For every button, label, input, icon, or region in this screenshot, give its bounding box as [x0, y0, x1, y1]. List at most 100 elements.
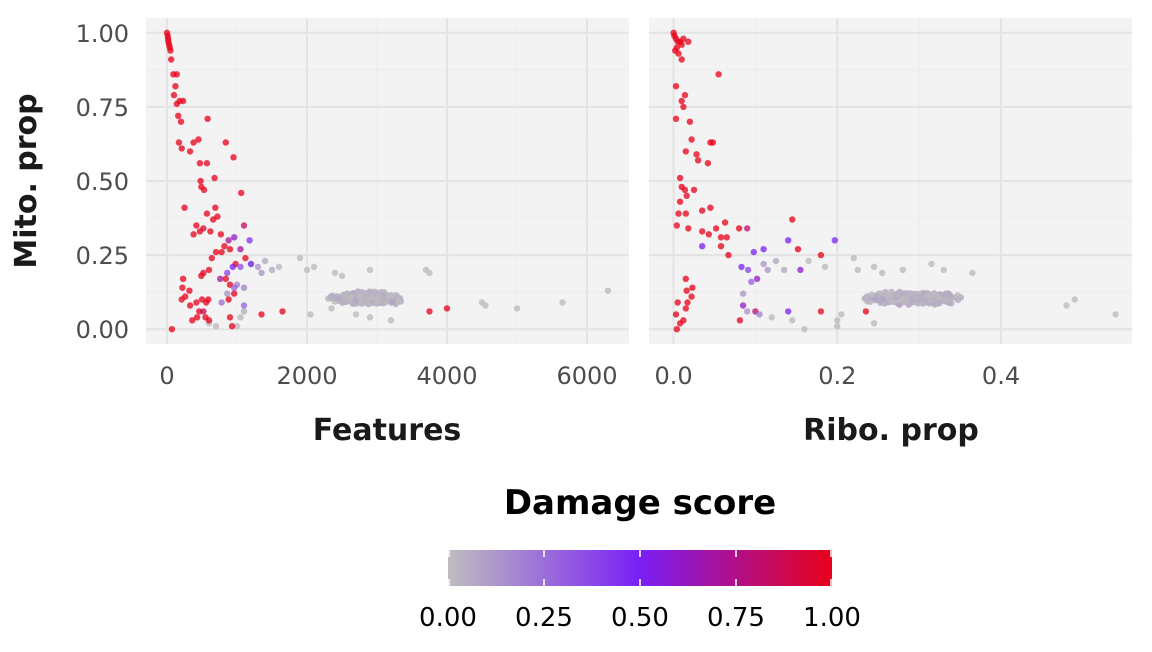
data-point	[744, 308, 751, 315]
y-tick-label: 1.00	[76, 20, 129, 48]
data-point	[681, 91, 689, 99]
data-point	[699, 243, 706, 250]
data-point	[218, 248, 225, 256]
data-point	[760, 260, 767, 268]
data-point	[231, 234, 238, 241]
data-point	[204, 115, 211, 123]
data-point	[426, 269, 433, 277]
legend-tick-label: 1.00	[803, 603, 861, 633]
data-point	[682, 210, 689, 217]
data-point	[212, 323, 220, 330]
data-point	[356, 293, 363, 300]
data-point	[750, 248, 757, 256]
data-point	[678, 41, 685, 48]
data-point	[899, 266, 906, 274]
data-point	[935, 294, 942, 301]
data-point	[913, 293, 921, 300]
data-point	[200, 225, 207, 232]
data-point	[222, 139, 229, 146]
data-point	[170, 91, 178, 99]
data-point	[193, 314, 201, 321]
data-point	[834, 323, 841, 330]
data-point	[672, 115, 680, 123]
x-axis-title: Ribo. prop	[803, 413, 979, 448]
data-point	[680, 35, 687, 42]
data-point	[854, 266, 861, 274]
data-point	[683, 287, 690, 294]
data-point	[328, 293, 335, 300]
data-point	[233, 323, 241, 330]
data-point	[190, 231, 197, 238]
data-point	[739, 290, 747, 297]
data-point	[208, 254, 215, 262]
data-point	[872, 296, 880, 303]
data-point	[684, 299, 691, 306]
panel-ribo-prop: 0.0 0.2 0.4 Ribo. prop	[649, 18, 1132, 448]
data-point	[296, 254, 304, 262]
data-point	[177, 118, 185, 125]
legend-tick-label: 0.75	[707, 603, 765, 633]
data-point	[863, 295, 870, 302]
data-point	[211, 174, 218, 182]
data-point	[685, 225, 692, 232]
data-point	[604, 287, 612, 294]
data-point	[676, 174, 684, 182]
data-point	[240, 302, 248, 309]
x-axis-ticks: 0.0 0.2 0.4	[654, 362, 1020, 390]
data-point	[205, 317, 213, 324]
data-point	[868, 291, 875, 298]
data-point	[224, 290, 231, 297]
data-point	[817, 251, 825, 259]
y-tick-label: 0.25	[76, 242, 129, 270]
data-point	[721, 219, 729, 226]
data-point	[338, 272, 346, 279]
data-point	[805, 257, 812, 265]
x-tick-label: 0	[159, 362, 174, 390]
data-point	[789, 317, 796, 324]
data-point	[357, 298, 365, 305]
data-point	[682, 275, 689, 282]
x-tick-label: 2000	[276, 362, 337, 390]
data-point	[237, 263, 244, 271]
data-point	[785, 308, 792, 315]
data-point	[279, 308, 286, 315]
data-point	[717, 243, 725, 250]
data-point	[923, 292, 930, 299]
data-point	[254, 263, 262, 271]
data-point	[744, 266, 752, 274]
data-point	[780, 266, 788, 274]
data-point	[789, 216, 796, 223]
data-point	[307, 311, 314, 318]
x-tick-label: 4000	[416, 362, 477, 390]
data-point	[683, 192, 690, 199]
data-point	[954, 292, 961, 299]
data-point	[225, 237, 232, 244]
data-point	[693, 151, 700, 158]
data-points	[163, 29, 612, 333]
legend-tick-label: 0.50	[611, 603, 669, 633]
data-point	[352, 311, 360, 318]
data-point	[801, 326, 808, 333]
data-point	[238, 189, 245, 197]
data-point	[756, 311, 763, 318]
data-point	[193, 222, 200, 229]
data-point	[226, 314, 234, 321]
data-point	[246, 237, 253, 244]
data-point	[196, 160, 204, 167]
data-point	[231, 290, 238, 297]
data-point	[887, 292, 895, 299]
data-point	[218, 299, 225, 306]
data-point	[168, 326, 176, 333]
data-point	[366, 266, 374, 274]
legend-tick-label: 0.00	[419, 603, 477, 633]
x-tick-label: 0.0	[654, 362, 692, 390]
data-point	[203, 160, 211, 167]
data-point	[942, 297, 949, 304]
data-point	[940, 266, 947, 274]
data-point	[181, 204, 188, 211]
data-point	[186, 302, 194, 309]
data-point	[231, 284, 238, 291]
data-point	[870, 263, 878, 271]
data-point	[880, 296, 887, 303]
data-point	[513, 305, 521, 312]
